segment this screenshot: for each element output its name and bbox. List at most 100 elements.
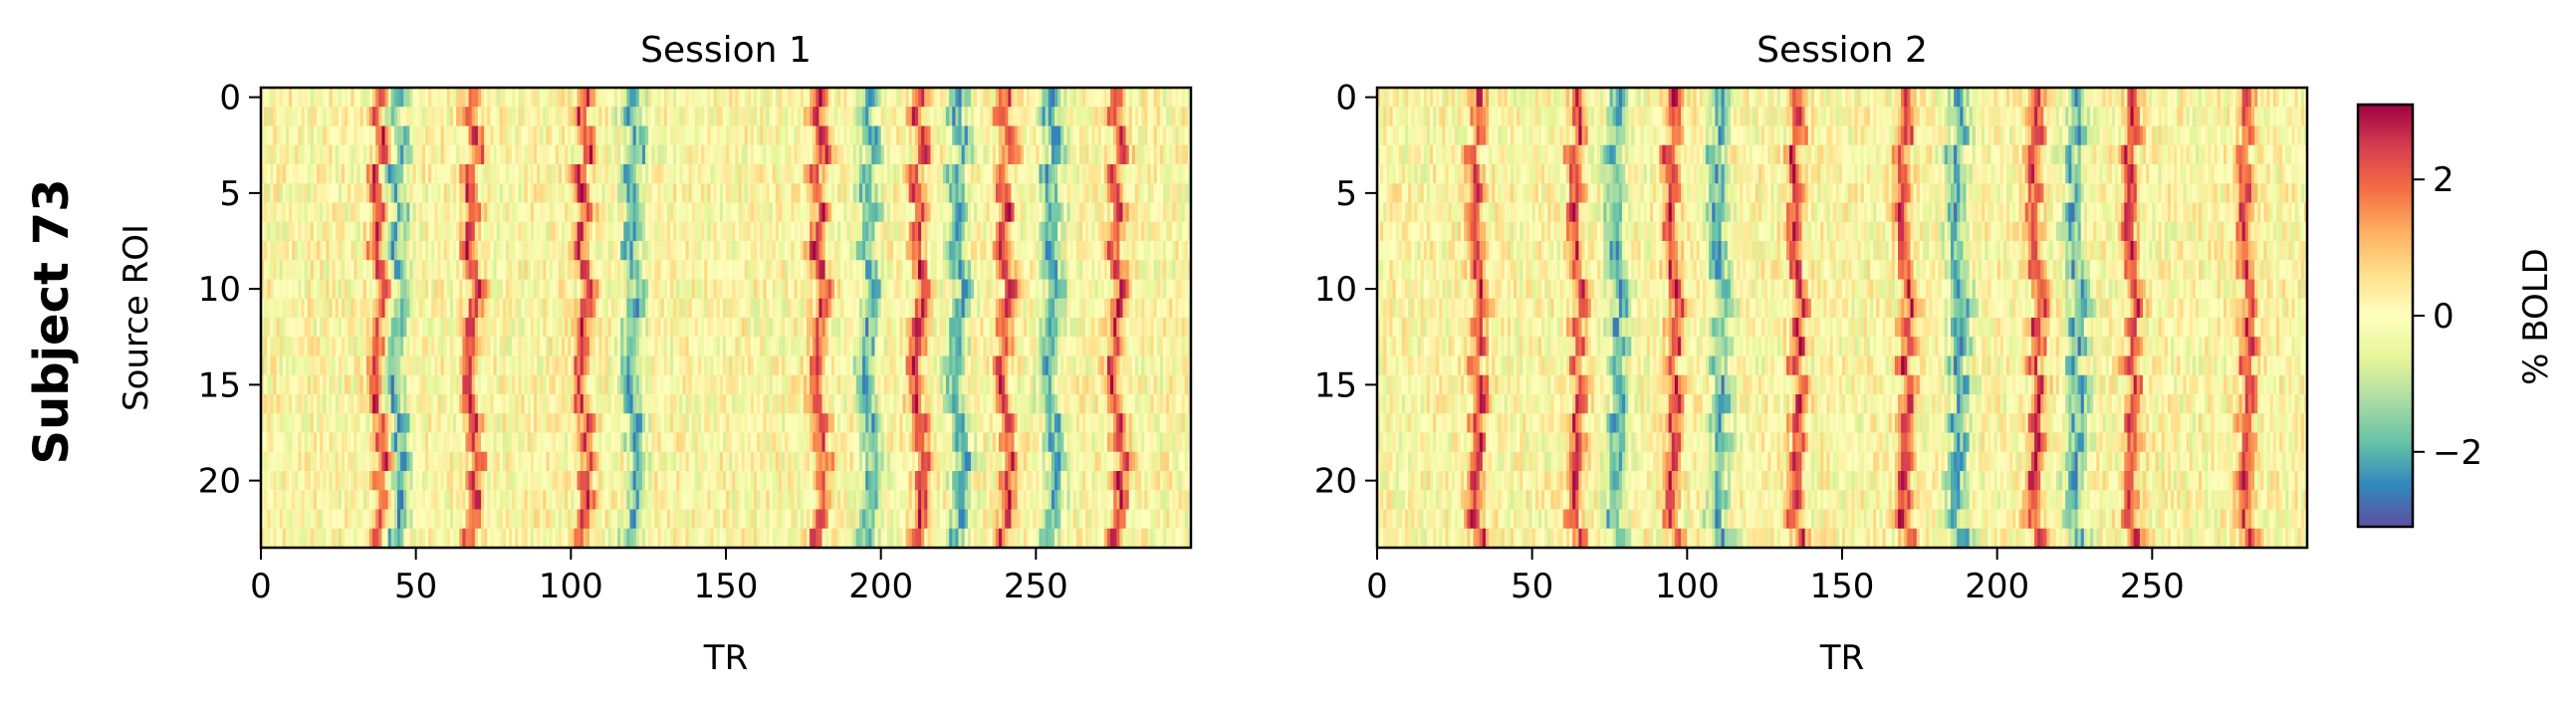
heatmap-cell xyxy=(738,221,743,242)
heatmap-cell xyxy=(1023,241,1028,261)
heatmap-cell xyxy=(849,298,854,319)
heatmap-cell xyxy=(533,279,538,300)
heatmap-cell xyxy=(264,279,268,300)
heatmap-cell xyxy=(1125,183,1130,204)
heatmap-cell xyxy=(1113,144,1117,165)
heatmap-cell xyxy=(549,107,554,127)
heatmap-cell xyxy=(1128,298,1133,319)
heatmap-cell xyxy=(403,88,407,108)
heatmap-cell xyxy=(629,107,634,127)
heatmap-cell xyxy=(896,374,900,395)
heatmap-cell xyxy=(1122,318,1127,338)
heatmap-cell xyxy=(750,183,755,204)
heatmap-cell xyxy=(785,183,789,204)
heatmap-cell xyxy=(1162,164,1167,184)
subject-label: Subject 73 xyxy=(24,178,80,464)
heatmap-cell xyxy=(613,125,618,146)
heatmap-cell xyxy=(289,164,293,184)
heatmap-cell xyxy=(279,374,284,395)
heatmap-cell xyxy=(946,298,950,319)
heatmap-cell xyxy=(883,318,888,338)
heatmap-cell xyxy=(1150,183,1155,204)
heatmap-cell xyxy=(763,221,768,242)
heatmap-cell xyxy=(701,355,705,376)
heatmap-cell xyxy=(1172,260,1177,281)
heatmap-cell xyxy=(329,337,334,357)
heatmap-cell xyxy=(1091,164,1096,184)
heatmap-cell xyxy=(509,298,513,319)
heatmap-cell xyxy=(1078,374,1083,395)
heatmap-cell xyxy=(1051,221,1055,242)
heatmap-cell xyxy=(295,183,299,204)
heatmap-cell xyxy=(1138,221,1142,242)
heatmap-cell xyxy=(285,298,290,319)
heatmap-cell xyxy=(1020,107,1025,127)
heatmap-cell xyxy=(490,202,495,223)
heatmap-cell xyxy=(490,125,495,146)
heatmap-cell xyxy=(977,355,981,376)
heatmap-cell xyxy=(1122,125,1127,146)
heatmap-cell xyxy=(415,355,420,376)
heatmap-cell xyxy=(298,279,303,300)
heatmap-cell xyxy=(1153,355,1158,376)
heatmap-cell xyxy=(372,374,376,395)
heatmap-cell xyxy=(855,125,860,146)
heatmap-cell xyxy=(353,164,358,184)
heatmap-cell xyxy=(568,394,572,414)
heatmap-cell xyxy=(846,183,851,204)
heatmap-cell xyxy=(1054,374,1058,395)
heatmap-cell xyxy=(936,298,941,319)
heatmap-cell xyxy=(626,221,631,242)
heatmap-cell xyxy=(1187,318,1192,338)
heatmap-cell xyxy=(871,183,876,204)
heatmap-cell xyxy=(289,88,293,108)
heatmap-cell xyxy=(983,355,988,376)
heatmap-cell xyxy=(955,318,960,338)
heatmap-cell xyxy=(788,202,792,223)
heatmap-cell xyxy=(1033,164,1037,184)
heatmap-cell xyxy=(868,221,872,242)
heatmap-cell xyxy=(747,88,752,108)
heatmap-cell xyxy=(440,88,445,108)
heatmap-cell xyxy=(375,374,379,395)
heatmap-cell xyxy=(446,107,451,127)
heatmap-cell xyxy=(716,279,721,300)
heatmap-cell xyxy=(964,260,969,281)
heatmap-cell xyxy=(310,202,315,223)
heatmap-cell xyxy=(880,260,885,281)
heatmap-cell xyxy=(1048,260,1053,281)
heatmap-cell xyxy=(375,279,379,300)
heatmap-cell xyxy=(509,125,513,146)
heatmap-cell xyxy=(568,337,572,357)
heatmap-cell xyxy=(487,164,491,184)
heatmap-cell xyxy=(1088,298,1092,319)
heatmap-cell xyxy=(1144,374,1149,395)
heatmap-cell xyxy=(1122,298,1127,319)
heatmap-cell xyxy=(744,260,749,281)
heatmap-cell xyxy=(908,125,913,146)
heatmap-cell xyxy=(899,337,904,357)
heatmap-cell xyxy=(317,260,321,281)
heatmap-cell xyxy=(348,260,351,281)
heatmap-cell xyxy=(326,394,331,414)
heatmap-cell xyxy=(1113,125,1117,146)
heatmap-cell xyxy=(911,298,916,319)
heatmap-cell xyxy=(490,355,495,376)
heatmap-cell xyxy=(421,241,426,261)
heatmap-cell xyxy=(273,241,278,261)
heatmap-cell xyxy=(1082,260,1086,281)
heatmap-cell xyxy=(1054,221,1058,242)
heatmap-cell xyxy=(797,374,802,395)
heatmap-cell xyxy=(490,337,495,357)
heatmap-cell xyxy=(1042,374,1047,395)
heatmap-cell xyxy=(648,125,652,146)
heatmap-cell xyxy=(1042,355,1047,376)
heatmap-cell xyxy=(757,298,761,319)
heatmap-cell xyxy=(905,144,910,165)
heatmap-cell xyxy=(673,318,677,338)
heatmap-cell xyxy=(1085,144,1089,165)
heatmap-cell xyxy=(1008,279,1013,300)
heatmap-cell xyxy=(865,202,869,223)
heatmap-cell xyxy=(493,394,498,414)
heatmap-cell xyxy=(1036,318,1041,338)
